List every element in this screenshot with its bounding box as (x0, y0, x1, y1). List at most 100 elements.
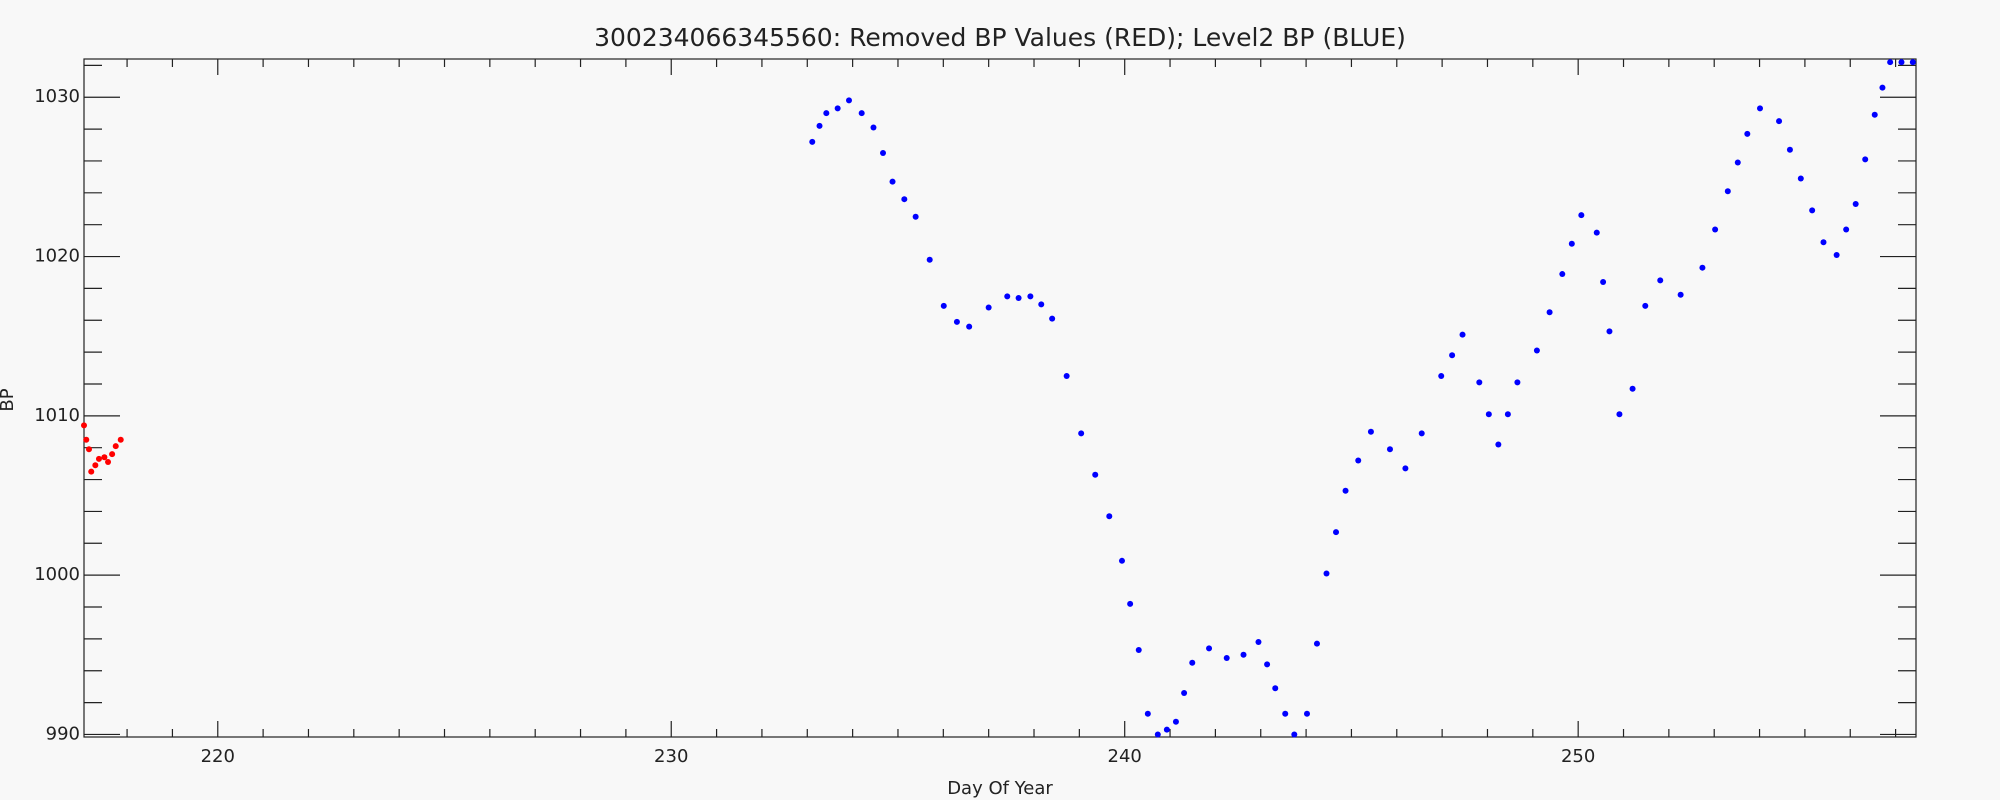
data-point (1495, 441, 1502, 448)
data-point (953, 318, 960, 325)
data-point (1303, 710, 1310, 717)
data-point (1734, 159, 1741, 166)
data-point (1449, 352, 1456, 359)
data-point (1578, 212, 1585, 219)
data-point (1255, 639, 1262, 646)
data-point (1504, 411, 1511, 418)
data-point (940, 302, 947, 309)
data-point (809, 138, 816, 145)
data-point (1898, 59, 1905, 66)
data-point (1154, 731, 1161, 738)
points (81, 59, 1916, 738)
data-point (1514, 379, 1521, 386)
data-point (1135, 647, 1142, 654)
data-point (845, 97, 852, 104)
y-tick-label: 1010 (34, 405, 80, 426)
data-point (1163, 726, 1170, 733)
data-point (1272, 685, 1279, 692)
x-tick-label: 230 (654, 746, 688, 767)
data-point (1438, 373, 1445, 380)
data-point (1144, 710, 1151, 717)
y-tick-label: 1000 (34, 564, 80, 585)
data-point (95, 455, 102, 462)
data-point (1606, 328, 1613, 335)
data-point (88, 468, 95, 475)
x-tick-label: 250 (1561, 746, 1595, 767)
data-point (1809, 207, 1816, 214)
data-point (1677, 291, 1684, 298)
data-point (1616, 411, 1623, 418)
data-point (92, 462, 99, 469)
y-axis-label: BP (0, 388, 18, 411)
data-point (1459, 331, 1466, 338)
data-point (1833, 251, 1840, 258)
data-point (109, 451, 116, 458)
data-point (985, 304, 992, 311)
data-point (112, 443, 119, 450)
data-point (1786, 146, 1793, 153)
data-point (1049, 315, 1056, 322)
data-point (834, 105, 841, 112)
y-tick-label: 990 (46, 723, 80, 744)
data-point (1127, 600, 1134, 607)
data-point (1223, 654, 1230, 661)
data-point (1418, 430, 1425, 437)
data-point (1600, 279, 1607, 286)
data-point (1206, 645, 1213, 652)
data-point (1323, 570, 1330, 577)
data-point (1092, 471, 1099, 478)
data-point (1887, 59, 1894, 66)
data-point (1546, 309, 1553, 316)
data-point (1038, 301, 1045, 308)
data-point (1172, 718, 1179, 725)
data-point (1862, 156, 1869, 163)
data-point (1402, 465, 1409, 472)
data-point (1559, 271, 1566, 278)
data-point (1852, 200, 1859, 207)
data-point (823, 110, 830, 117)
data-point (1386, 446, 1393, 453)
data-point (889, 178, 896, 185)
data-point (1291, 731, 1298, 738)
data-point (912, 213, 919, 220)
data-point (1757, 105, 1764, 112)
y-tick-label: 1020 (34, 246, 80, 267)
data-point (1657, 277, 1664, 284)
data-point (1063, 373, 1070, 380)
data-point (101, 454, 108, 461)
plot-frame (83, 58, 1917, 738)
x-axis-label: Day Of Year (947, 778, 1053, 799)
data-point (81, 422, 87, 429)
data-point (1699, 264, 1706, 271)
data-point (1476, 379, 1483, 386)
data-point (1629, 385, 1636, 392)
data-point (1843, 226, 1850, 233)
data-point (1593, 229, 1600, 236)
x-tick-label: 240 (1108, 746, 1142, 767)
data-point (870, 124, 877, 131)
data-point (1820, 239, 1827, 246)
data-point (117, 436, 124, 443)
data-point (1282, 710, 1289, 717)
data-point (1118, 557, 1125, 564)
data-point (1240, 651, 1247, 658)
data-point (1712, 226, 1719, 233)
data-point (1776, 118, 1783, 125)
axes: 220 230 240 250 990 1000 1010 1020 1030 (34, 59, 1916, 767)
data-point (1342, 487, 1349, 494)
data-point (1485, 411, 1492, 418)
data-point (1797, 175, 1804, 182)
y-tick-label: 1030 (34, 86, 80, 107)
data-point (105, 459, 112, 466)
data-point (1333, 529, 1340, 536)
data-point (1367, 428, 1374, 435)
data-point (1027, 293, 1034, 300)
data-point (926, 256, 933, 263)
x-tick-label: 220 (201, 746, 235, 767)
data-point (1909, 59, 1916, 66)
data-point (1004, 293, 1011, 300)
data-point (85, 446, 92, 453)
